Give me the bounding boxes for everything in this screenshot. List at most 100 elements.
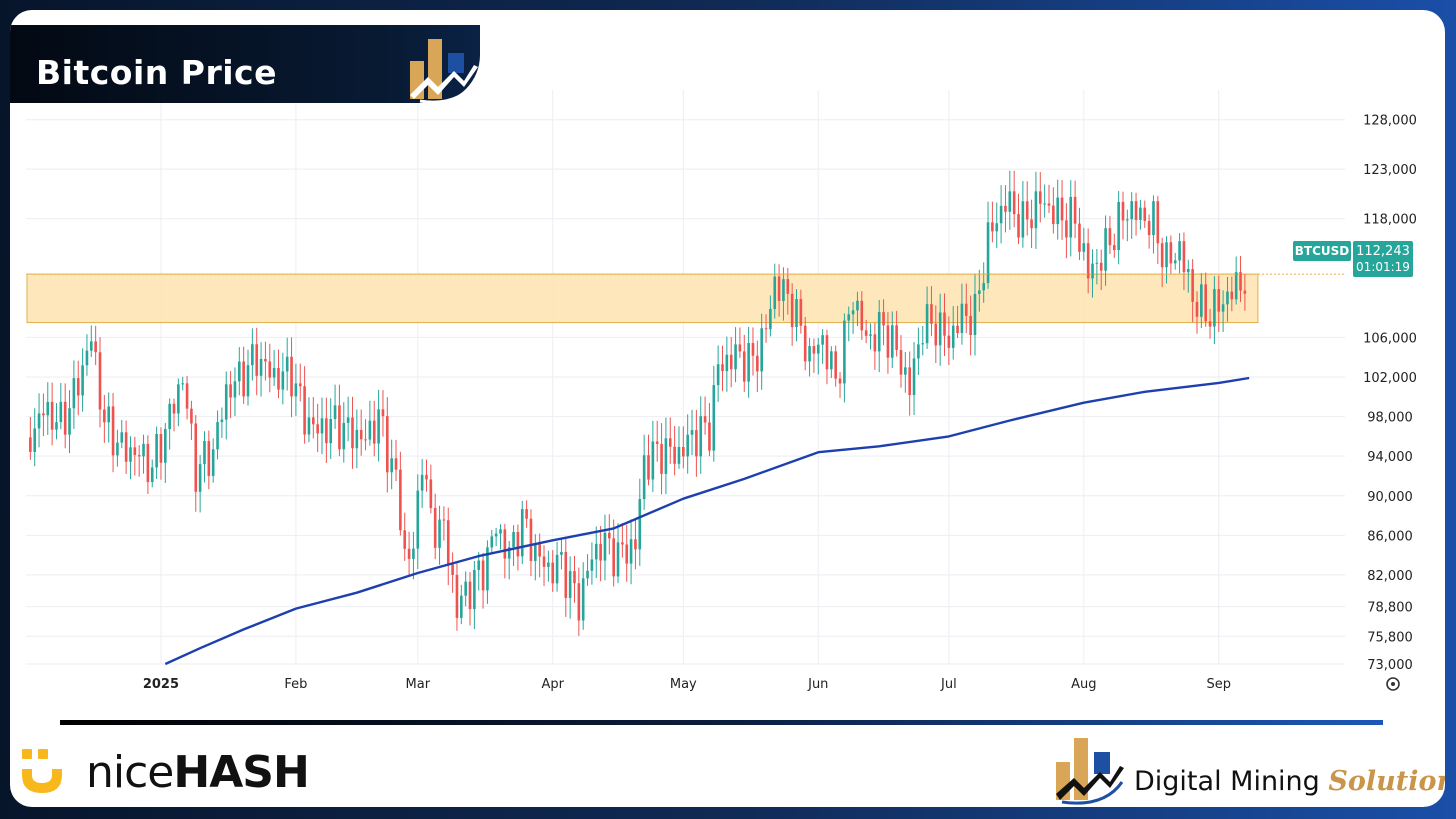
candle-body <box>634 539 637 550</box>
digital-mining-solutions-logo-icon <box>1056 738 1124 805</box>
y-tick-label: 128,000 <box>1363 114 1417 129</box>
candle-body <box>486 547 489 591</box>
candle-body <box>564 551 568 598</box>
candle-body <box>1117 201 1120 251</box>
candle-body <box>573 571 576 584</box>
candle-body <box>390 458 393 473</box>
candle-body <box>368 420 372 440</box>
candle-body <box>1034 191 1038 229</box>
candle-body <box>856 300 859 311</box>
candle-body <box>325 418 328 444</box>
candle-body <box>355 429 359 449</box>
candle-body <box>1165 242 1168 268</box>
symbol-label: BTCUSD <box>1295 244 1350 258</box>
candle-body <box>1065 220 1068 238</box>
y-tick-label: 78,800 <box>1367 601 1413 616</box>
candle-body <box>207 440 211 476</box>
candle-body <box>629 539 633 564</box>
candle-body <box>33 428 37 452</box>
candle-body <box>386 416 389 473</box>
y-tick-label: 82,000 <box>1367 569 1413 584</box>
candle-body <box>451 564 454 575</box>
candle-body <box>590 559 594 571</box>
candle-body <box>599 543 602 561</box>
candle-body <box>886 325 890 358</box>
candle-body <box>917 344 920 359</box>
candle-body <box>621 542 624 545</box>
candle-body <box>429 479 433 508</box>
candle-body <box>577 583 581 621</box>
price-chart[interactable]: 128,000 123,000 118,000 106,000 102,000 98,00… <box>10 10 1445 710</box>
candle-body <box>625 544 629 564</box>
candle-body <box>168 403 171 430</box>
candle-body <box>290 356 293 397</box>
candle-body <box>468 581 472 610</box>
candle-body <box>956 325 959 334</box>
dms-wordmark-main: Digital Mining <box>1134 766 1320 797</box>
candle-body <box>568 571 572 598</box>
digital-mining-solutions-wordmark: Digital Mining Solutions <box>1134 766 1445 797</box>
x-tick-label: Apr <box>541 677 564 692</box>
candle-body <box>477 560 481 570</box>
candle-body <box>1160 243 1164 268</box>
candle-body <box>242 361 245 397</box>
candle-body <box>603 532 607 561</box>
candle-body <box>1038 191 1042 204</box>
candle-body <box>94 341 97 353</box>
candle-body <box>808 346 811 362</box>
candle-body <box>594 543 598 560</box>
candle-body <box>999 205 1003 224</box>
candle-body <box>37 413 41 429</box>
candle-body <box>1143 207 1147 221</box>
candle-body <box>1186 269 1190 273</box>
candle-body <box>777 276 781 302</box>
y-tick-label: 106,000 <box>1363 331 1417 346</box>
candle-body <box>638 499 642 550</box>
candle-body <box>338 405 341 450</box>
candle-body <box>163 429 167 463</box>
candle-body <box>586 570 589 579</box>
candle-body <box>516 531 520 557</box>
candle-body <box>816 344 820 354</box>
candle-body <box>1221 304 1225 312</box>
candle-body <box>1139 207 1142 220</box>
candle-body <box>995 223 999 232</box>
candle-body <box>507 547 511 559</box>
settings-gear-icon[interactable] <box>1386 677 1400 691</box>
candle-body <box>407 548 411 559</box>
candle-body <box>895 325 898 351</box>
candle-body <box>1204 284 1208 322</box>
candle-body <box>1191 269 1194 302</box>
candle-body <box>1130 201 1134 220</box>
candle-body <box>364 439 367 441</box>
candle-body <box>960 303 964 334</box>
y-tick-label: 123,000 <box>1363 163 1417 178</box>
candle-body <box>177 384 180 414</box>
symbol-label-bg <box>1293 241 1351 261</box>
candle-body <box>534 544 537 561</box>
title-banner: Bitcoin Price <box>10 25 480 104</box>
divider-rule <box>60 720 1383 725</box>
candle-body <box>55 422 58 430</box>
candle-body <box>943 312 946 336</box>
y-tick-label: 86,000 <box>1367 529 1413 544</box>
candle-body <box>1152 201 1155 236</box>
candle-body <box>42 413 45 416</box>
candle-body <box>307 417 311 435</box>
candle-body <box>320 418 324 434</box>
candle-body <box>1073 196 1077 224</box>
candle-body <box>251 344 254 366</box>
candle-body <box>137 455 141 457</box>
candle-body <box>512 531 515 548</box>
candle-body <box>756 355 759 372</box>
x-tick-label: May <box>670 677 697 692</box>
candle-body <box>734 344 737 370</box>
candle-body <box>198 464 202 492</box>
candle-body <box>947 335 951 348</box>
candle-body <box>316 424 319 434</box>
last-price-label: 112,243 <box>1356 244 1410 259</box>
candle-body <box>76 378 80 396</box>
candle-body <box>455 574 459 618</box>
x-tick-label: Jun <box>807 677 828 692</box>
candle-body <box>686 434 689 457</box>
